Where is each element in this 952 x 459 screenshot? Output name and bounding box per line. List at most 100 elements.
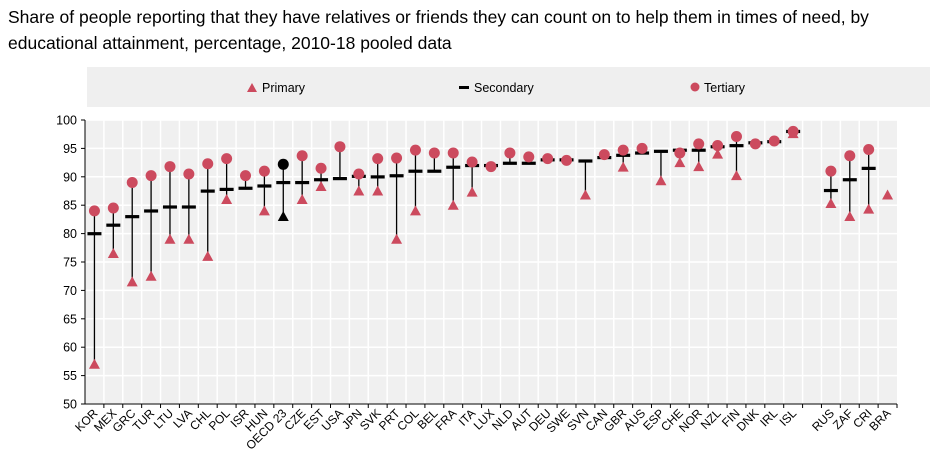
secondary-marker: [861, 166, 876, 170]
secondary-marker: [144, 209, 159, 213]
legend-tertiary-marker: [690, 82, 700, 92]
primary-marker: [447, 199, 459, 210]
tertiary-marker: [391, 152, 403, 164]
tertiary-marker: [863, 144, 875, 156]
secondary-marker: [446, 165, 461, 169]
primary-marker: [277, 211, 289, 222]
legend-tertiary-label: Tertiary: [704, 81, 746, 95]
tertiary-marker: [409, 144, 421, 156]
tertiary-marker: [296, 150, 308, 162]
tertiary-marker: [145, 170, 157, 182]
tertiary-marker: [598, 149, 610, 161]
tertiary-marker: [466, 156, 478, 168]
tertiary-marker: [674, 147, 686, 159]
primary-marker: [145, 270, 157, 281]
x-tick-label: ISL: [777, 406, 800, 429]
y-tick-label: 75: [63, 256, 77, 270]
primary-marker: [730, 170, 742, 181]
primary-marker: [863, 203, 875, 214]
tertiary-marker: [353, 168, 365, 180]
primary-marker: [88, 358, 100, 369]
y-tick-label: 70: [63, 284, 77, 298]
tertiary-marker: [428, 147, 440, 159]
tertiary-marker: [202, 158, 214, 170]
primary-marker: [712, 148, 724, 159]
tertiary-marker: [258, 165, 270, 177]
primary-marker: [825, 197, 837, 208]
primary-marker: [315, 180, 327, 191]
tertiary-marker: [372, 153, 384, 165]
tertiary-marker: [712, 140, 724, 152]
secondary-marker: [276, 180, 291, 185]
tertiary-marker: [221, 153, 233, 165]
tertiary-marker: [164, 161, 176, 173]
primary-marker: [674, 157, 686, 168]
secondary-marker: [408, 169, 423, 173]
secondary-marker: [257, 184, 272, 188]
secondary-marker: [729, 144, 744, 148]
secondary-marker: [691, 148, 706, 152]
legend-primary-marker: [247, 83, 257, 92]
tertiary-marker: [485, 161, 497, 173]
secondary-marker: [106, 223, 121, 227]
y-tick-label: 60: [63, 341, 77, 355]
legend-box: [87, 67, 930, 107]
secondary-marker: [370, 175, 385, 179]
legend-secondary-label: Secondary: [474, 81, 535, 95]
y-tick-label: 85: [63, 199, 77, 213]
primary-marker: [466, 186, 478, 197]
secondary-marker: [502, 161, 517, 165]
secondary-marker: [125, 215, 140, 219]
tertiary-marker: [768, 135, 780, 147]
primary-marker: [579, 189, 591, 200]
tertiary-marker: [447, 147, 459, 159]
tertiary-marker: [561, 154, 573, 166]
tertiary-marker: [542, 153, 554, 165]
y-tick-label: 90: [63, 170, 77, 184]
primary-marker: [107, 247, 119, 258]
secondary-marker: [842, 178, 857, 182]
secondary-marker: [332, 177, 347, 181]
secondary-marker: [181, 205, 196, 209]
y-tick-label: 50: [63, 398, 77, 412]
secondary-marker: [823, 188, 838, 193]
legend-secondary-marker: [459, 86, 469, 89]
primary-marker: [882, 189, 894, 200]
tertiary-marker: [107, 202, 119, 214]
secondary-marker: [521, 161, 536, 165]
tertiary-marker: [240, 170, 252, 182]
primary-marker: [353, 185, 365, 196]
y-tick-label: 95: [63, 142, 77, 156]
y-tick-label: 55: [63, 369, 77, 383]
secondary-marker: [653, 149, 668, 153]
y-tick-label: 80: [63, 227, 77, 241]
primary-marker: [126, 276, 138, 287]
secondary-marker: [578, 159, 593, 163]
tertiary-marker: [126, 176, 138, 188]
tertiary-marker: [315, 162, 327, 174]
x-tick-label: BRA: [866, 406, 893, 433]
legend-primary-label: Primary: [262, 81, 306, 95]
tertiary-marker: [749, 138, 761, 150]
tertiary-marker: [277, 158, 289, 170]
primary-marker: [221, 194, 233, 205]
tertiary-marker: [183, 168, 195, 180]
primary-marker: [617, 161, 629, 172]
tertiary-marker: [504, 147, 516, 159]
primary-marker: [164, 233, 176, 244]
y-tick-label: 65: [63, 312, 77, 326]
secondary-marker: [314, 178, 329, 182]
primary-marker: [183, 233, 195, 244]
legend: Primary Secondary Tertiary: [247, 81, 746, 95]
secondary-marker: [427, 169, 442, 173]
primary-marker: [655, 175, 667, 186]
chart-title: Share of people reporting that they have…: [8, 7, 869, 53]
primary-marker: [693, 161, 705, 172]
primary-marker: [372, 185, 384, 196]
tertiary-marker: [825, 165, 837, 177]
secondary-marker: [238, 186, 253, 190]
secondary-marker: [162, 205, 177, 209]
tertiary-marker: [523, 151, 535, 163]
